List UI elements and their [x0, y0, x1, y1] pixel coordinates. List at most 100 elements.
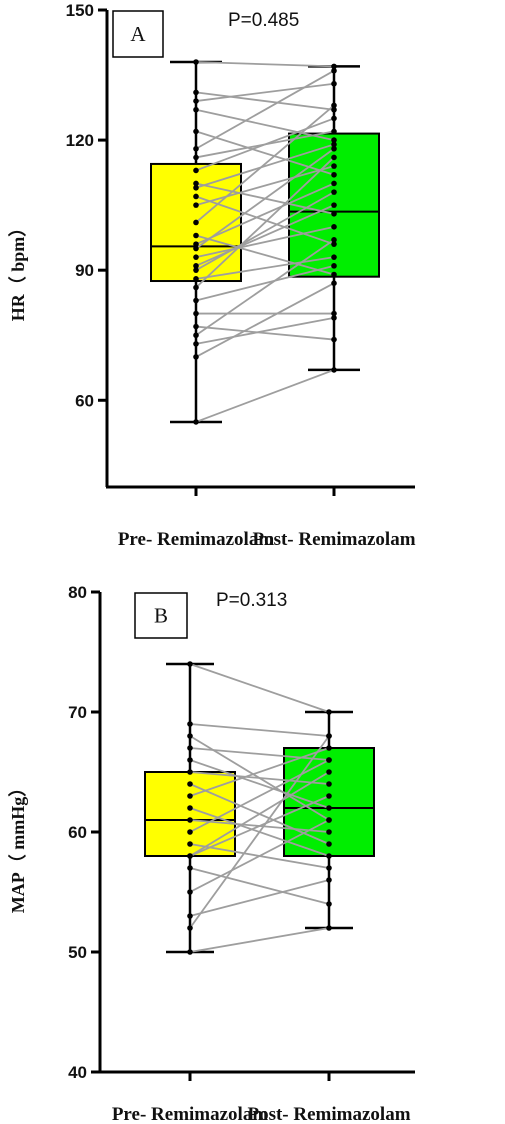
data-point-post [331, 137, 337, 143]
data-point-pre [187, 781, 193, 787]
paired-line [195, 130, 335, 176]
paired-line [189, 879, 330, 917]
data-point-post [326, 709, 332, 715]
data-point-post [331, 271, 337, 278]
data-point-pre [193, 332, 199, 339]
data-point-pre [193, 263, 199, 269]
p-value: P=0.313 [216, 590, 287, 611]
y-tick-label: 40 [68, 1063, 87, 1082]
data-point-pre [193, 297, 199, 304]
data-point-post [331, 171, 337, 178]
data-point-post [331, 163, 337, 169]
data-point-post [326, 805, 332, 811]
data-point-post [326, 853, 332, 859]
data-point-post [326, 781, 332, 787]
data-point-post [331, 315, 337, 321]
data-point-pre [193, 98, 199, 104]
data-point-pre [193, 128, 199, 135]
y-axis-title: MAP（ mmHg） [8, 779, 28, 913]
paired-line [195, 256, 335, 280]
y-tick-label: 150 [66, 1, 94, 20]
paired-line [189, 867, 330, 905]
data-point-post [326, 865, 332, 871]
data-point-post [326, 841, 332, 847]
data-point-post [326, 769, 332, 775]
paired-line [189, 927, 330, 953]
paired-line [189, 759, 330, 833]
data-point-pre [187, 889, 193, 895]
data-point-post [331, 336, 337, 343]
paired-line [195, 264, 335, 302]
data-point-post [331, 254, 337, 260]
data-point-pre [187, 661, 193, 667]
paired-line [189, 759, 330, 809]
y-tick-label: 50 [68, 943, 87, 962]
paired-line [195, 204, 335, 267]
data-point-post [326, 817, 332, 823]
data-point-pre [187, 865, 193, 871]
panel-label-box [112, 10, 164, 58]
data-point-pre [193, 267, 199, 273]
x-category-label: Post- Remimazolam [247, 1104, 410, 1124]
data-point-pre [187, 949, 193, 955]
data-point-pre [193, 245, 199, 252]
paired-line [195, 156, 335, 289]
data-point-post [331, 189, 337, 195]
data-point-pre [193, 167, 199, 174]
x-category-label: Post- Remimazolam [252, 529, 415, 550]
paired-line [195, 182, 335, 245]
paired-line [189, 819, 330, 893]
y-tick-label: 90 [75, 261, 94, 280]
data-point-post [326, 793, 332, 799]
data-point-post [331, 115, 337, 122]
data-point-post [331, 367, 337, 373]
data-point-pre [193, 180, 199, 187]
x-category-label: Pre- Remimazolam [118, 529, 275, 550]
data-point-post [331, 237, 337, 243]
paired-line [195, 61, 335, 68]
data-point-post [331, 154, 337, 161]
data-point-post [331, 128, 337, 135]
data-point-post [331, 67, 337, 74]
data-point-post [326, 901, 332, 907]
data-point-post [326, 745, 332, 751]
data-point-pre [193, 184, 199, 191]
data-point-pre [193, 284, 199, 291]
data-point-pre [193, 323, 199, 330]
data-point-pre [187, 733, 193, 739]
data-point-post [331, 211, 337, 217]
paired-line [189, 663, 330, 713]
paired-line [189, 747, 330, 761]
data-point-post [331, 310, 337, 317]
data-point-post [326, 877, 332, 883]
y-tick-label: 60 [75, 391, 94, 410]
y-tick-label: 70 [68, 703, 87, 722]
data-point-pre [193, 310, 199, 317]
data-point-pre [193, 276, 199, 282]
y-tick-label: 80 [68, 583, 87, 602]
data-point-pre [187, 913, 193, 919]
paired-line [195, 225, 335, 259]
paired-line [195, 195, 335, 246]
panel-label: B [154, 604, 168, 628]
data-point-pre [193, 202, 199, 208]
data-point-pre [187, 841, 193, 847]
paired-line [189, 735, 330, 929]
y-axis-title: HR（ bpm） [8, 219, 28, 322]
paired-line [189, 771, 330, 785]
data-point-pre [193, 89, 199, 96]
data-point-post [331, 280, 337, 286]
data-point-pre [193, 219, 199, 226]
paired-line [195, 91, 335, 111]
data-point-post [331, 106, 337, 113]
paired-line [189, 747, 330, 797]
data-point-post [331, 145, 337, 152]
data-point-pre [187, 817, 193, 823]
data-point-pre [187, 793, 193, 799]
y-tick-label: 120 [66, 131, 94, 150]
paired-line [195, 325, 335, 341]
data-point-post [326, 925, 332, 931]
paired-line [195, 117, 335, 172]
paired-line [195, 282, 335, 358]
paired-line [195, 234, 335, 276]
